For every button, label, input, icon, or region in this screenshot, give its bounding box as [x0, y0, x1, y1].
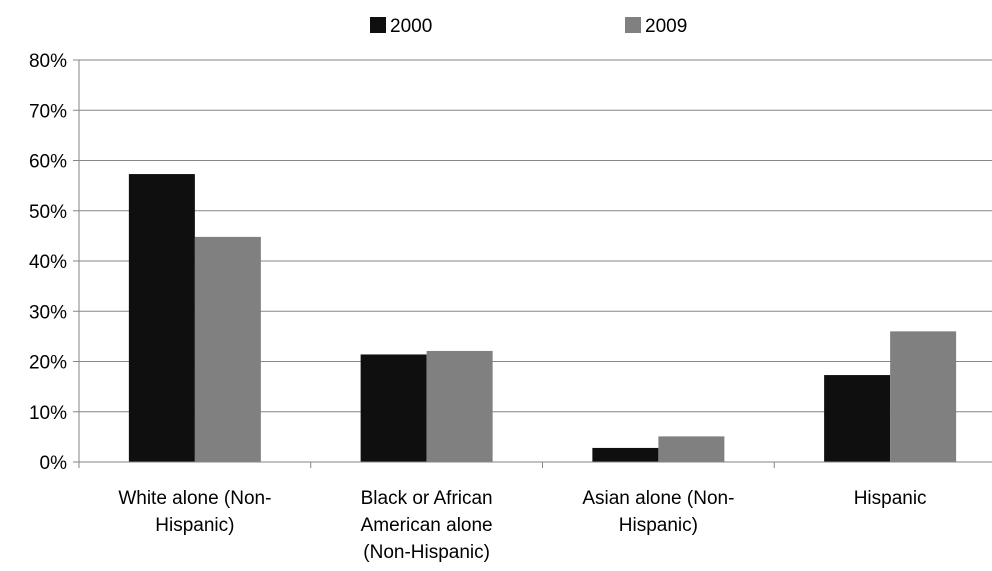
x-category-label-line: Hispanic) — [155, 515, 234, 536]
x-axis-labels: White alone (Non- Hispanic) Black or Afric… — [118, 488, 926, 563]
bar-2000-2 — [592, 447, 659, 462]
bar-2009-3 — [890, 331, 957, 462]
bar-2000-1 — [360, 354, 427, 462]
bar-2009-1 — [426, 350, 493, 462]
bar-2009-2 — [658, 436, 725, 462]
x-category-label: Asian alone (Non- Hispanic) — [582, 488, 734, 536]
x-category-label: Hispanic — [854, 488, 927, 509]
x-category-label-line: American alone — [361, 515, 493, 536]
x-category-label-line: Asian alone (Non- — [582, 488, 734, 509]
x-category-label-line: Hispanic) — [619, 515, 698, 536]
y-tick-label: 30% — [29, 302, 67, 323]
y-tick-label: 50% — [29, 202, 67, 223]
y-tick-label: 20% — [29, 353, 67, 374]
y-axis-ticks — [73, 59, 79, 463]
legend-swatch-2000 — [370, 17, 386, 33]
bar-2000-3 — [824, 375, 891, 462]
x-axis-ticks — [78, 462, 775, 468]
x-category-label: White alone (Non- Hispanic) — [118, 488, 271, 536]
y-tick-label: 60% — [29, 152, 67, 173]
y-tick-label: 10% — [29, 403, 67, 424]
bar-2009-0 — [194, 236, 261, 462]
x-category-label-line: Hispanic — [854, 488, 927, 509]
y-axis-labels: 0% 10% 20% 30% 40% 50% 60% 70% 80% — [29, 51, 67, 474]
x-category-label-line: Black or African — [361, 488, 493, 509]
y-tick-label: 40% — [29, 252, 67, 273]
bar-2000-0 — [128, 174, 195, 462]
x-category-label-line: (Non-Hispanic) — [363, 542, 490, 563]
bars — [128, 174, 957, 462]
legend-label-2009: 2009 — [645, 16, 687, 37]
y-tick-label: 70% — [29, 101, 67, 122]
x-category-label-line: White alone (Non- — [118, 488, 271, 509]
x-category-label: Black or African American alone (Non-Hispa… — [361, 488, 493, 563]
y-tick-label: 80% — [29, 51, 67, 72]
legend: 2000 2009 — [370, 16, 687, 37]
legend-swatch-2009 — [625, 17, 641, 33]
legend-label-2000: 2000 — [390, 16, 432, 37]
y-tick-label: 0% — [40, 453, 68, 474]
